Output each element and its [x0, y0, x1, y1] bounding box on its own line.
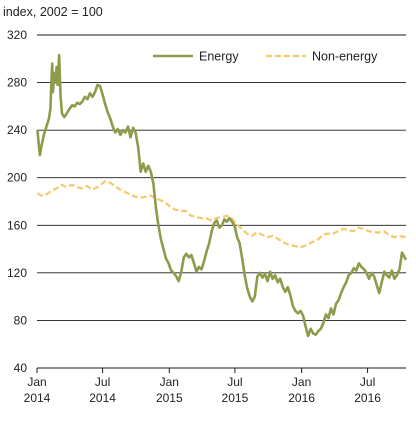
gridlines	[37, 34, 406, 369]
x-tick-month-label: Jan	[27, 375, 46, 389]
x-tick-year-label: 2015	[156, 391, 183, 405]
y-tick-label: 200	[7, 171, 27, 185]
y-axis-label: index, 2002 = 100	[3, 5, 103, 19]
x-tick-year-label: 2015	[222, 391, 249, 405]
legend-label-non-energy: Non-energy	[312, 50, 378, 64]
x-tick-month-label: Jul	[360, 375, 375, 389]
y-tick-label: 320	[7, 28, 27, 42]
y-tick-label: 80	[14, 313, 28, 327]
y-tick-label: 280	[7, 76, 27, 90]
y-tick-label: 120	[7, 266, 27, 280]
legend: Energy Non-energy	[153, 50, 378, 64]
x-tick-month-label: Jan	[160, 375, 179, 389]
x-tick-year-label: 2016	[288, 391, 315, 405]
series-layer	[36, 53, 408, 338]
x-tick-month-label: Jan	[292, 375, 311, 389]
y-tick-label: 240	[7, 123, 27, 137]
x-tick-month-label: Jul	[95, 375, 110, 389]
x-tick-year-label: 2014	[89, 391, 116, 405]
x-tick-year-label: 2014	[24, 391, 51, 405]
non-energy-line	[36, 180, 407, 248]
x-tick-month-label: Jul	[227, 375, 242, 389]
energy-line	[36, 53, 408, 338]
legend-label-energy: Energy	[199, 50, 239, 64]
x-tick-labels: Jan 2014 Jul 2014 Jan 2015 Jul 2015 Jan 2016 Jul 20…	[24, 368, 381, 405]
y-tick-label: 160	[7, 218, 27, 232]
y-tick-labels: 40 80 120 160 200 240 280 320	[7, 28, 27, 375]
y-tick-label: 40	[14, 361, 28, 375]
x-tick-year-label: 2016	[354, 391, 381, 405]
